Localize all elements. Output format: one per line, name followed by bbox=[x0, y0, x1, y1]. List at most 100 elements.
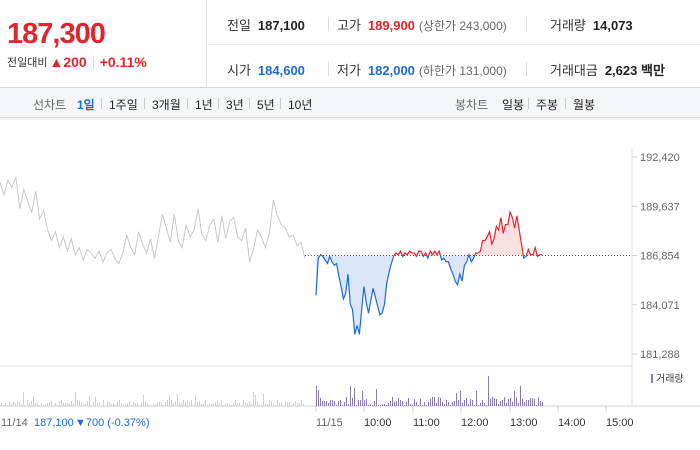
today-volume-bar bbox=[516, 397, 517, 406]
prev-day-volume-bar bbox=[77, 400, 78, 406]
tab-3-years[interactable]: 3년 bbox=[226, 98, 244, 112]
today-volume-bar bbox=[536, 405, 537, 406]
day-high: 고가 189,900 (상한가 243,000) bbox=[337, 18, 507, 33]
prev-day-volume-bar bbox=[111, 404, 112, 406]
prev-day-volume-bar bbox=[201, 404, 202, 406]
today-volume-bar bbox=[500, 401, 501, 406]
today-volume-bar bbox=[490, 399, 491, 406]
x-tick-label: 14:00 bbox=[558, 417, 586, 429]
prev-day-volume-bar bbox=[239, 403, 240, 406]
today-volume-bar bbox=[364, 400, 365, 406]
today-volume-bar bbox=[322, 401, 323, 406]
prev-day-volume-bar bbox=[285, 401, 286, 406]
prev-day-volume-bar bbox=[101, 405, 102, 406]
prev-day-volume-bar bbox=[255, 395, 256, 406]
prev-day-volume-bar bbox=[159, 402, 160, 406]
prev-day-volume-bar bbox=[17, 401, 18, 406]
today-volume-bar bbox=[342, 405, 343, 406]
prev-day-volume-bar bbox=[61, 400, 62, 406]
tab-10-years[interactable]: 10년 bbox=[288, 98, 313, 112]
today-volume-bar bbox=[478, 405, 479, 406]
prev-day-volume-bar bbox=[117, 402, 118, 406]
prev-day-volume-bar bbox=[1, 403, 2, 406]
tab-3-months[interactable]: 3개월 bbox=[152, 98, 181, 112]
prev-day-volume-bar bbox=[81, 402, 82, 406]
prev-day-volume-bar bbox=[39, 405, 40, 406]
tab-daily-candle[interactable]: 일봉 bbox=[502, 98, 525, 112]
today-volume-bar bbox=[510, 398, 511, 406]
prev-day-volume-bar bbox=[249, 401, 250, 406]
today-volume-bar bbox=[326, 401, 327, 406]
x-tick-label: 10:00 bbox=[364, 417, 392, 429]
prev-day-volume-bar bbox=[93, 402, 94, 406]
prev-day-volume-bar bbox=[153, 404, 154, 406]
prev-day-volume-bar bbox=[173, 403, 174, 406]
prev-day-volume-bar bbox=[79, 401, 80, 406]
today-volume-bar bbox=[430, 399, 431, 406]
prev-day-volume-bar bbox=[5, 403, 6, 406]
quote-stats: 전일 187,100 고가 189,900 (상한가 243,000) 거래량 14,0… bbox=[208, 0, 700, 88]
x-tick-label: 12:00 bbox=[461, 417, 489, 429]
prev-day-volume-bar bbox=[157, 403, 158, 406]
change-label: 전일대비 bbox=[7, 57, 48, 69]
open-price: 시가 184,600 bbox=[227, 63, 305, 78]
today-volume-bar bbox=[456, 393, 457, 406]
today-volume-bar bbox=[414, 399, 415, 406]
today-volume-bar bbox=[362, 391, 363, 406]
tab-weekly-candle[interactable]: 주봉 bbox=[536, 98, 559, 112]
prev-day-volume-bar bbox=[43, 405, 44, 406]
prev-day-volume-bar bbox=[259, 405, 260, 406]
prev-day-volume-bar bbox=[13, 402, 14, 406]
prev-day-volume-bar bbox=[65, 403, 66, 406]
prev-day-volume-bar bbox=[115, 405, 116, 406]
divider bbox=[249, 98, 250, 109]
tab-1-week[interactable]: 1주일 bbox=[109, 98, 138, 112]
prev-day-volume-bar bbox=[237, 403, 238, 406]
prev-day-volume-bar bbox=[221, 400, 222, 406]
day-low: 저가 182,000 (하한가 131,000) bbox=[337, 63, 507, 78]
today-volume-bar bbox=[408, 398, 409, 406]
today-volume-bar bbox=[324, 401, 325, 406]
today-volume-bar bbox=[524, 402, 525, 406]
prev-day-volume-bar bbox=[83, 404, 84, 406]
prev-day-volume-bar bbox=[187, 401, 188, 406]
prev-day-volume-bar bbox=[3, 405, 4, 406]
prev-day-volume-bar bbox=[149, 405, 150, 406]
prev-day-volume-bar bbox=[273, 404, 274, 406]
divider bbox=[328, 62, 329, 76]
today-volume-bar bbox=[404, 405, 405, 406]
today-volume-bar bbox=[530, 398, 531, 406]
prev-day-volume-bar bbox=[91, 405, 92, 406]
tab-1-year[interactable]: 1년 bbox=[195, 98, 213, 112]
today-volume-bar bbox=[400, 400, 401, 406]
today-up-line bbox=[319, 210, 542, 256]
tab-monthly-candle[interactable]: 월봉 bbox=[573, 98, 596, 112]
volume-legend-label: 거래량 bbox=[656, 373, 684, 385]
divider bbox=[526, 62, 527, 76]
prev-day-volume-bar bbox=[151, 405, 152, 406]
today-volume-bar bbox=[460, 391, 461, 406]
prev-day-volume-bar bbox=[63, 403, 64, 406]
today-volume-bar bbox=[426, 405, 427, 406]
prev-day-volume-bar bbox=[251, 404, 252, 406]
prev-day-volume-bar bbox=[139, 405, 140, 406]
prev-day-volume-bar bbox=[29, 403, 30, 406]
prev-day-volume-bar bbox=[109, 402, 110, 406]
tab-5-years[interactable]: 5년 bbox=[257, 98, 275, 112]
today-volume-bar bbox=[366, 399, 367, 406]
prev-day-volume-bar bbox=[45, 404, 46, 406]
prev-day-volume-bar bbox=[277, 400, 278, 406]
prev-day-volume-bar bbox=[177, 394, 178, 406]
tab-1-day[interactable]: 1일 bbox=[77, 98, 95, 112]
divider bbox=[328, 17, 329, 31]
prev-day-volume-bar bbox=[243, 400, 244, 406]
y-tick-label: 192,420 bbox=[640, 152, 680, 164]
today-volume-bar bbox=[374, 401, 375, 406]
today-volume-bar bbox=[504, 397, 505, 406]
today-volume-bar bbox=[360, 400, 361, 406]
divider bbox=[526, 17, 527, 31]
today-volume-bar bbox=[390, 401, 391, 406]
prev-day-volume-bar bbox=[235, 400, 236, 406]
x-tick-label: 11:00 bbox=[413, 417, 440, 429]
prev-day-volume-bar bbox=[131, 405, 132, 406]
